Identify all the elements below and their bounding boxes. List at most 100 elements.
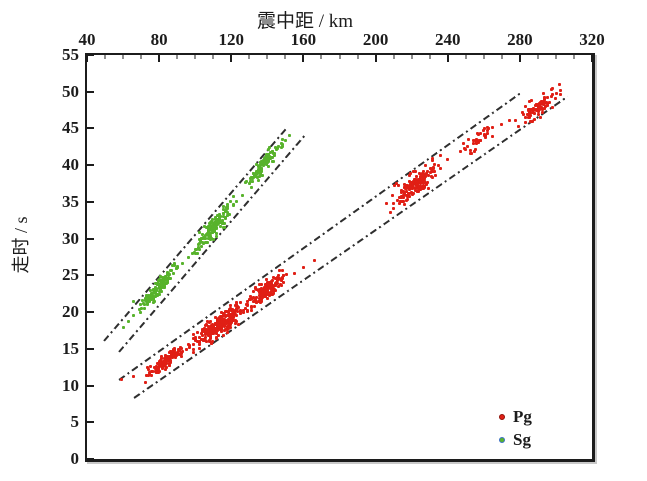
y-axis-tick-label: 40	[62, 155, 79, 175]
data-point-pg	[540, 106, 544, 110]
data-point-sg	[159, 283, 163, 287]
data-point-pg	[163, 364, 167, 368]
data-point-pg	[540, 100, 544, 104]
data-point-pg	[231, 319, 235, 323]
data-point-sg	[210, 226, 214, 230]
data-point-pg	[413, 178, 417, 182]
data-point-sg	[139, 310, 143, 314]
y-axis-title: 走时 / s	[11, 216, 31, 274]
data-point-pg	[144, 380, 148, 384]
data-point-pg	[468, 149, 472, 153]
data-point-pg	[225, 309, 229, 313]
data-point-sg	[207, 227, 211, 231]
data-point-pg	[245, 299, 249, 303]
data-point-sg	[200, 245, 204, 249]
data-point-pg	[401, 200, 405, 204]
data-point-sg	[258, 175, 262, 179]
data-point-sg	[155, 293, 159, 297]
y-axis-tick-label: 20	[62, 302, 79, 322]
data-point-pg	[159, 362, 163, 366]
data-point-pg	[209, 342, 213, 346]
data-point-sg	[249, 180, 253, 184]
x-axis-minor-tick	[573, 55, 575, 59]
data-point-pg	[260, 286, 264, 290]
data-point-sg	[219, 224, 223, 228]
data-point-sg	[213, 229, 217, 232]
x-axis-tick-label: 280	[507, 30, 533, 49]
data-point-pg	[531, 119, 535, 123]
data-point-pg	[229, 320, 233, 324]
data-point-sg	[287, 134, 291, 138]
data-point-pg	[279, 283, 283, 287]
data-point-sg	[255, 170, 259, 174]
data-point-pg	[408, 179, 412, 183]
data-point-sg	[210, 225, 214, 229]
data-point-pg	[119, 378, 123, 382]
data-point-pg	[271, 284, 275, 288]
data-point-pg	[259, 293, 263, 297]
data-point-sg	[280, 145, 284, 149]
data-point-pg	[533, 112, 537, 116]
x-axis-minor-tick	[537, 55, 539, 59]
data-point-pg	[170, 350, 174, 354]
data-point-sg	[271, 160, 275, 164]
data-point-pg	[161, 366, 165, 370]
data-point-pg	[155, 362, 159, 366]
data-point-pg	[252, 289, 256, 293]
data-point-pg	[231, 311, 235, 315]
data-point-pg	[211, 332, 215, 336]
data-point-sg	[203, 233, 207, 237]
data-point-pg	[446, 157, 450, 161]
x-axis-tick-label: 200	[362, 30, 389, 49]
data-point-pg	[199, 337, 203, 341]
data-point-pg	[266, 297, 270, 301]
data-point-sg	[221, 225, 225, 229]
data-point-pg	[209, 329, 213, 333]
data-point-pg	[170, 355, 174, 359]
data-point-sg	[172, 261, 176, 265]
data-point-pg	[408, 182, 412, 186]
data-point-pg	[281, 274, 285, 278]
data-point-pg	[236, 305, 240, 309]
data-point-pg	[405, 189, 409, 193]
data-point-pg	[426, 174, 430, 178]
data-point-pg	[214, 331, 217, 335]
data-point-pg	[424, 171, 428, 175]
data-point-pg	[248, 298, 252, 302]
data-point-pg	[253, 286, 257, 290]
data-point-sg	[148, 295, 152, 299]
data-point-pg	[391, 194, 395, 198]
data-point-pg	[185, 348, 189, 352]
data-point-sg	[160, 289, 164, 293]
y-axis-major-tick	[87, 421, 94, 424]
data-point-sg	[210, 228, 214, 232]
data-point-sg	[268, 145, 272, 149]
data-point-pg	[198, 340, 202, 344]
data-point-pg	[163, 360, 167, 364]
data-point-sg	[211, 238, 215, 242]
data-point-sg	[140, 299, 144, 303]
data-point-pg	[233, 322, 237, 326]
data-point-pg	[220, 330, 224, 334]
data-point-pg	[235, 313, 239, 317]
x-axis-minor-tick	[176, 55, 178, 59]
x-axis-minor-tick	[104, 55, 106, 59]
data-point-sg	[222, 208, 226, 212]
data-point-pg	[400, 191, 404, 195]
data-point-pg	[550, 106, 554, 110]
data-point-pg	[416, 179, 420, 183]
data-point-pg	[232, 309, 236, 312]
data-point-pg	[522, 113, 526, 117]
x-axis-minor-tick	[465, 55, 467, 59]
data-point-pg	[474, 148, 478, 152]
data-point-pg	[260, 297, 264, 301]
data-point-sg	[210, 223, 214, 227]
x-axis-minor-tick	[248, 55, 250, 59]
data-point-pg	[205, 319, 209, 323]
y-axis-tick-label: 55	[62, 45, 79, 64]
data-point-pg	[392, 201, 396, 205]
data-point-pg	[155, 371, 159, 375]
data-point-sg	[198, 247, 202, 251]
data-point-pg	[276, 277, 280, 281]
data-point-sg	[260, 159, 264, 163]
